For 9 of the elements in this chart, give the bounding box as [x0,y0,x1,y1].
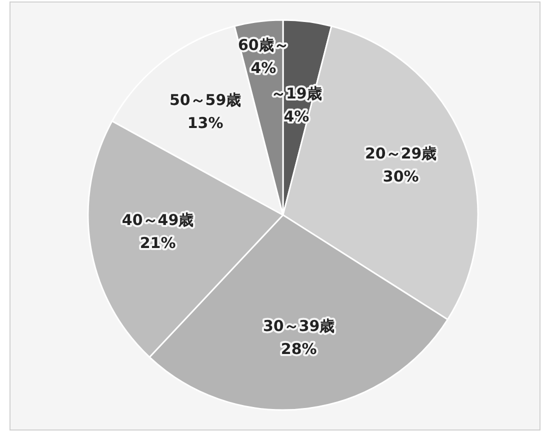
data-label: 21% [140,234,176,252]
data-label: 30% [382,167,419,186]
data-label: 13% [187,114,224,132]
data-label: 28% [280,340,317,358]
slice-label: 30～39歳 [263,316,335,335]
data-label: 4% [250,59,276,78]
slice-label: 20～29歳 [364,144,437,162]
slice-label: 40～49歳 [122,210,194,229]
slice-label: 50～59歳 [169,90,242,109]
